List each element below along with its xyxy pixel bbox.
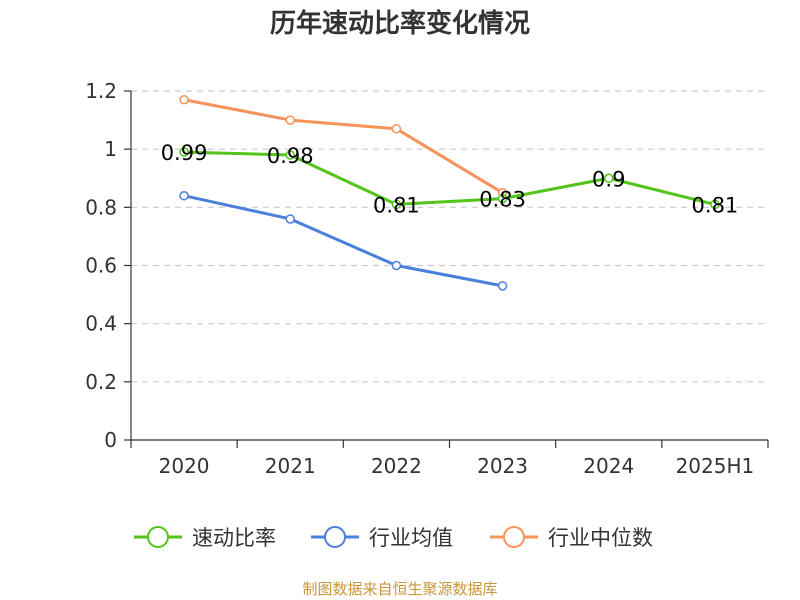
source-note: 制图数据来自恒生聚源数据库 (302, 580, 497, 598)
grid-lines (131, 90, 768, 383)
legend-label: 行业中位数 (548, 526, 653, 550)
data-point (179, 190, 189, 201)
x-tick-label: 2023 (477, 454, 528, 478)
x-tick-label: 2020 (159, 454, 210, 478)
x-tick-label: 2022 (371, 454, 422, 478)
series-line (183, 98, 504, 195)
legend-marker-icon (147, 526, 169, 548)
x-tick-label: 2025H1 (676, 454, 755, 478)
data-labels: 0.99 0.98 0.81 0.83 0.9 0.81 (161, 141, 739, 217)
data-label: 0.83 (479, 188, 526, 212)
series-line (184, 150, 716, 206)
data-point (710, 199, 720, 210)
legend-marker-icon (503, 526, 525, 548)
y-tick-label: 0 (104, 428, 117, 452)
y-tick-label: 1 (104, 137, 117, 161)
data-label: 0.81 (692, 193, 739, 217)
data-point (285, 150, 295, 160)
series-layer (179, 94, 720, 291)
y-tick-label: 1.2 (85, 79, 117, 103)
data-point (285, 214, 295, 224)
data-point (391, 260, 402, 271)
x-tick-label: 2024 (583, 454, 634, 478)
data-point (604, 173, 614, 183)
data-label: 0.98 (267, 144, 314, 168)
data-point (179, 147, 189, 157)
data-point (179, 94, 189, 105)
legend: 速动比率 行业均值 行业中位数 (134, 526, 653, 550)
legend-label: 速动比率 (192, 526, 276, 550)
y-tick-label: 0.4 (85, 312, 117, 336)
data-point (391, 199, 402, 210)
data-point (497, 193, 508, 204)
y-tick-label: 0.6 (85, 254, 117, 278)
legend-marker-icon (324, 526, 346, 548)
series-line (183, 194, 503, 288)
data-point (285, 115, 295, 125)
y-tick-label: 0.2 (85, 370, 117, 394)
data-label: 0.9 (592, 167, 625, 191)
y-tick-label: 0.8 (85, 195, 117, 219)
chart-title: 历年速动比率变化情况 (270, 8, 530, 39)
data-label: 0.81 (373, 193, 420, 217)
data-label: 0.99 (161, 141, 208, 165)
legend-label: 行业均值 (369, 526, 453, 550)
x-tick-label: 2021 (265, 454, 316, 478)
data-point (497, 281, 508, 291)
data-point (391, 124, 402, 134)
